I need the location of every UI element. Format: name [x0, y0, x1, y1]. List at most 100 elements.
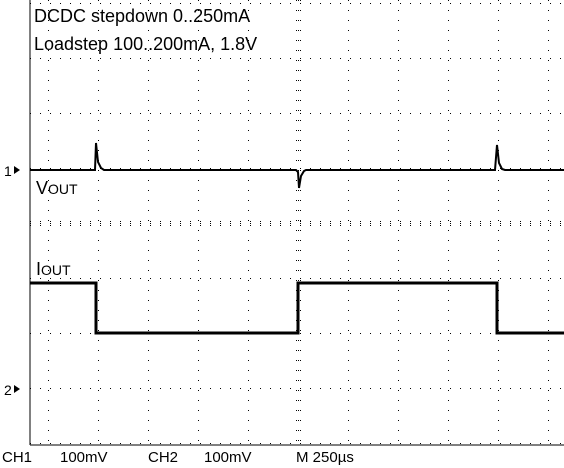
grid-dot: [300, 225, 301, 226]
channel-marker: 2: [4, 382, 12, 398]
grid-dot: [240, 223, 241, 224]
grid-dot: [210, 221, 211, 222]
grid-dot: [420, 113, 421, 114]
grid-dot: [220, 223, 221, 224]
grid-dot: [460, 113, 461, 114]
grid-dot: [220, 113, 221, 114]
grid-dot: [198, 150, 199, 151]
grid-dot: [140, 443, 141, 444]
grid-dot: [340, 223, 341, 224]
grid-dot: [398, 290, 399, 291]
grid-dot: [548, 270, 549, 271]
grid-dot: [80, 113, 81, 114]
grid-dot: [370, 443, 371, 444]
grid-dot: [510, 221, 511, 222]
grid-dot: [230, 221, 231, 222]
grid-dot: [148, 320, 149, 321]
grid-dot: [300, 110, 301, 111]
grid-dot: [410, 225, 411, 226]
grid-dot: [400, 168, 401, 169]
grid-dot: [298, 40, 299, 41]
grid-dot: [410, 443, 411, 444]
grid-dot: [430, 3, 431, 4]
grid-dot: [330, 168, 331, 169]
grid-dot: [220, 225, 221, 226]
grid-dot: [390, 3, 391, 4]
grid-dot: [48, 330, 49, 331]
ch1-trace: [30, 142, 564, 189]
grid-dot: [90, 221, 91, 222]
grid-dot: [448, 440, 449, 441]
grid-dot: [80, 388, 81, 389]
grid-dot: [296, 30, 297, 31]
grid-dot: [500, 58, 501, 59]
grid-dot: [120, 3, 121, 4]
grid-dot: [298, 350, 299, 351]
grid-dot: [160, 221, 161, 222]
grid-dot: [450, 223, 451, 224]
grid-dot: [210, 388, 211, 389]
grid-dot: [498, 430, 499, 431]
grid-dot: [298, 150, 299, 151]
grid-dot: [470, 221, 471, 222]
grid-dot: [48, 310, 49, 311]
grid-dot: [460, 443, 461, 444]
grid-dot: [390, 223, 391, 224]
grid-dot: [548, 200, 549, 201]
grid-dot: [198, 70, 199, 71]
grid-dot: [48, 280, 49, 281]
grid-dot: [520, 223, 521, 224]
grid-dot: [140, 225, 141, 226]
grid-dot: [300, 310, 301, 311]
grid-dot: [148, 360, 149, 361]
grid-dot: [398, 370, 399, 371]
status-text: 100mV: [60, 449, 108, 466]
grid-dot: [448, 320, 449, 321]
grid-dot: [248, 240, 249, 241]
grid-dot: [280, 58, 281, 59]
grid-dot: [400, 333, 401, 334]
grid-dot: [148, 200, 149, 201]
grid-dot: [498, 110, 499, 111]
grid-dot: [100, 113, 101, 114]
grid-dot: [110, 223, 111, 224]
grid-dot: [298, 120, 299, 121]
grid-dot: [448, 280, 449, 281]
grid-dot: [98, 10, 99, 11]
grid-dot: [348, 330, 349, 331]
grid-dot: [498, 370, 499, 371]
grid-dot: [448, 20, 449, 21]
grid-dot: [348, 140, 349, 141]
grid-dot: [348, 320, 349, 321]
grid-dot: [498, 130, 499, 131]
grid-dot: [98, 350, 99, 351]
grid-dot: [550, 221, 551, 222]
grid-dot: [80, 221, 81, 222]
grid-dot: [298, 410, 299, 411]
grid-dot: [310, 58, 311, 59]
grid-dot: [548, 230, 549, 231]
grid-dot: [198, 240, 199, 241]
grid-dot: [448, 260, 449, 261]
grid-dot: [530, 58, 531, 59]
grid-dot: [300, 140, 301, 141]
grid-dot: [420, 443, 421, 444]
grid-dot: [150, 225, 151, 226]
grid-dot: [470, 443, 471, 444]
grid-dot: [498, 420, 499, 421]
grid-dot: [300, 300, 301, 301]
grid-dot: [40, 58, 41, 59]
grid-dot: [70, 388, 71, 389]
grid-dot: [198, 50, 199, 51]
grid-dot: [350, 333, 351, 334]
grid-dot: [298, 90, 299, 91]
grid-dot: [148, 390, 149, 391]
grid-dot: [148, 250, 149, 251]
grid-dot: [380, 225, 381, 226]
grid-dot: [480, 221, 481, 222]
grid-dot: [48, 10, 49, 11]
grid-dot: [120, 221, 121, 222]
grid-dot: [200, 443, 201, 444]
grid-dot: [548, 300, 549, 301]
grid-dot: [450, 221, 451, 222]
